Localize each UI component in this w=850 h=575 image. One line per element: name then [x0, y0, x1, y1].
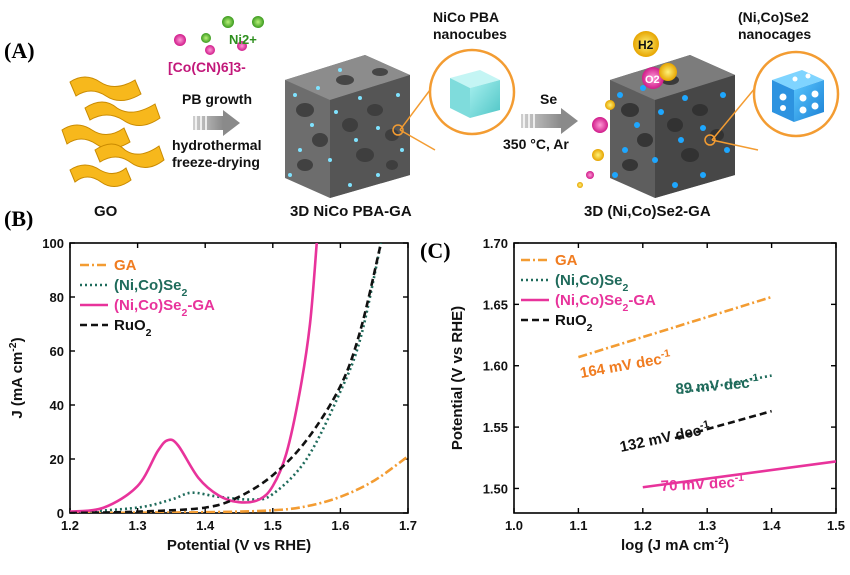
series-line-ga	[70, 455, 408, 513]
legend-label: RuO2	[555, 312, 593, 334]
caption-go: GO	[94, 203, 118, 220]
gas-bubbles	[577, 31, 677, 188]
step1-label-bottom-1: hydrothermal	[172, 137, 261, 153]
plot-frame	[69, 242, 409, 514]
legend-label: GA	[114, 257, 137, 274]
step1-label-bottom-2: freeze-drying	[172, 154, 260, 170]
series-line-nicose2	[70, 243, 383, 513]
slope-label: 89 mV dec-1	[675, 372, 760, 398]
x-tick-label: 1.4	[196, 518, 215, 533]
ni-ion-label: Ni2+	[229, 32, 257, 47]
nanocube-label-1: NiCo PBA	[433, 9, 499, 25]
slope-label: 70 mV dec-1	[660, 472, 745, 495]
panel-letter-b: (B)	[4, 206, 33, 231]
plot-frame	[513, 242, 837, 514]
ion-spheres	[174, 16, 264, 55]
pba-ga-illustration	[285, 55, 410, 198]
x-tick-label: 1.0	[505, 518, 523, 533]
y-tick-label: 1.65	[483, 297, 508, 312]
zoom-line-3	[711, 139, 759, 151]
y-tick-label: 1.55	[483, 420, 508, 435]
x-tick-label: 1.3	[698, 518, 716, 533]
caption-pba-ga: 3D NiCo PBA-GA	[290, 203, 412, 220]
x-axis-title: Potential (V vs RHE)	[167, 537, 311, 554]
se-ga-illustration	[610, 55, 735, 198]
y-tick-label: 1.70	[483, 236, 508, 251]
legend-label: GA	[555, 252, 578, 269]
y-tick-label: 0	[57, 506, 64, 521]
caption-se-ga: 3D (Ni,Co)Se2-GA	[584, 203, 711, 220]
co-complex-label: [Co(CN)6]3-	[168, 59, 246, 75]
y-axis-title: J (mA cm-2)	[7, 337, 26, 418]
y-tick-label: 1.50	[483, 481, 508, 496]
nanocage-label-2: nanocages	[738, 26, 811, 42]
legend-label: RuO2	[114, 317, 152, 339]
y-tick-label: 60	[50, 344, 64, 359]
nanocage-illustration	[772, 70, 824, 122]
process-arrow-1	[193, 110, 240, 136]
step1-label-top: PB growth	[182, 91, 252, 107]
nanocage-label-1: (Ni,Co)Se2	[738, 9, 809, 25]
x-tick-label: 1.4	[763, 518, 782, 533]
y-tick-label: 80	[50, 290, 64, 305]
step2-label-bottom: 350 °C, Ar	[503, 136, 569, 152]
series-line-nicose2-ga	[70, 243, 319, 513]
legend-label: (Ni,Co)Se2-GA	[114, 297, 215, 319]
x-tick-label: 1.6	[331, 518, 349, 533]
panel-letter-a: (A)	[4, 38, 35, 63]
x-tick-label: 1.3	[129, 518, 147, 533]
nanocube-illustration	[450, 70, 500, 118]
x-tick-label: 1.2	[634, 518, 652, 533]
legend-label: (Ni,Co)Se2	[114, 277, 188, 299]
x-tick-label: 1.5	[827, 518, 845, 533]
o2-label: O2	[645, 74, 660, 86]
y-tick-label: 40	[50, 398, 64, 413]
series-line-nicose2	[681, 374, 772, 395]
series-line-ruo2	[674, 409, 772, 440]
y-tick-label: 100	[42, 236, 64, 251]
x-tick-label: 1.1	[569, 518, 587, 533]
process-arrow-2	[521, 108, 578, 134]
nanocube-label-2: nanocubes	[433, 26, 507, 42]
series-line-nicose2-ga	[642, 460, 836, 489]
schematic-panel: (A) Ni2+ [Co(CN)6]3- PB grow	[4, 9, 840, 220]
y-tick-label: 20	[50, 452, 64, 467]
x-tick-label: 1.2	[61, 518, 79, 533]
h2-label: H2	[638, 38, 654, 52]
x-tick-label: 1.7	[399, 518, 417, 533]
series-line-ruo2	[70, 243, 383, 513]
x-tick-label: 1.5	[264, 518, 282, 533]
zoom-marker-2	[704, 134, 716, 146]
step2-label-top: Se	[540, 91, 557, 107]
zoom-line-1	[399, 129, 436, 151]
legend-label: (Ni,Co)Se2-GA	[555, 292, 656, 314]
y-tick-label: 1.60	[483, 359, 508, 374]
slope-label: 132 mV dec-1	[618, 418, 712, 456]
go-sheets-illustration	[61, 76, 165, 187]
zoom-marker	[392, 124, 404, 136]
slope-label: 164 mV dec-1	[578, 347, 672, 382]
x-axis-title: log (J mA cm-2)	[621, 535, 729, 554]
chart-b: 1.2 1.3 1.4 1.5 1.6 1.7 0 20 40 60 80 100 Potential …	[7, 236, 417, 554]
chart-c: 1.0 1.1 1.2 1.3 1.4 1.5 1.50 1.55 1.60 1.65 1.70 lo…	[449, 236, 845, 554]
y-axis-title: Potential (V vs RHE)	[449, 306, 466, 450]
legend-label: (Ni,Co)Se2	[555, 272, 629, 294]
panel-letter-c: (C)	[420, 238, 451, 263]
